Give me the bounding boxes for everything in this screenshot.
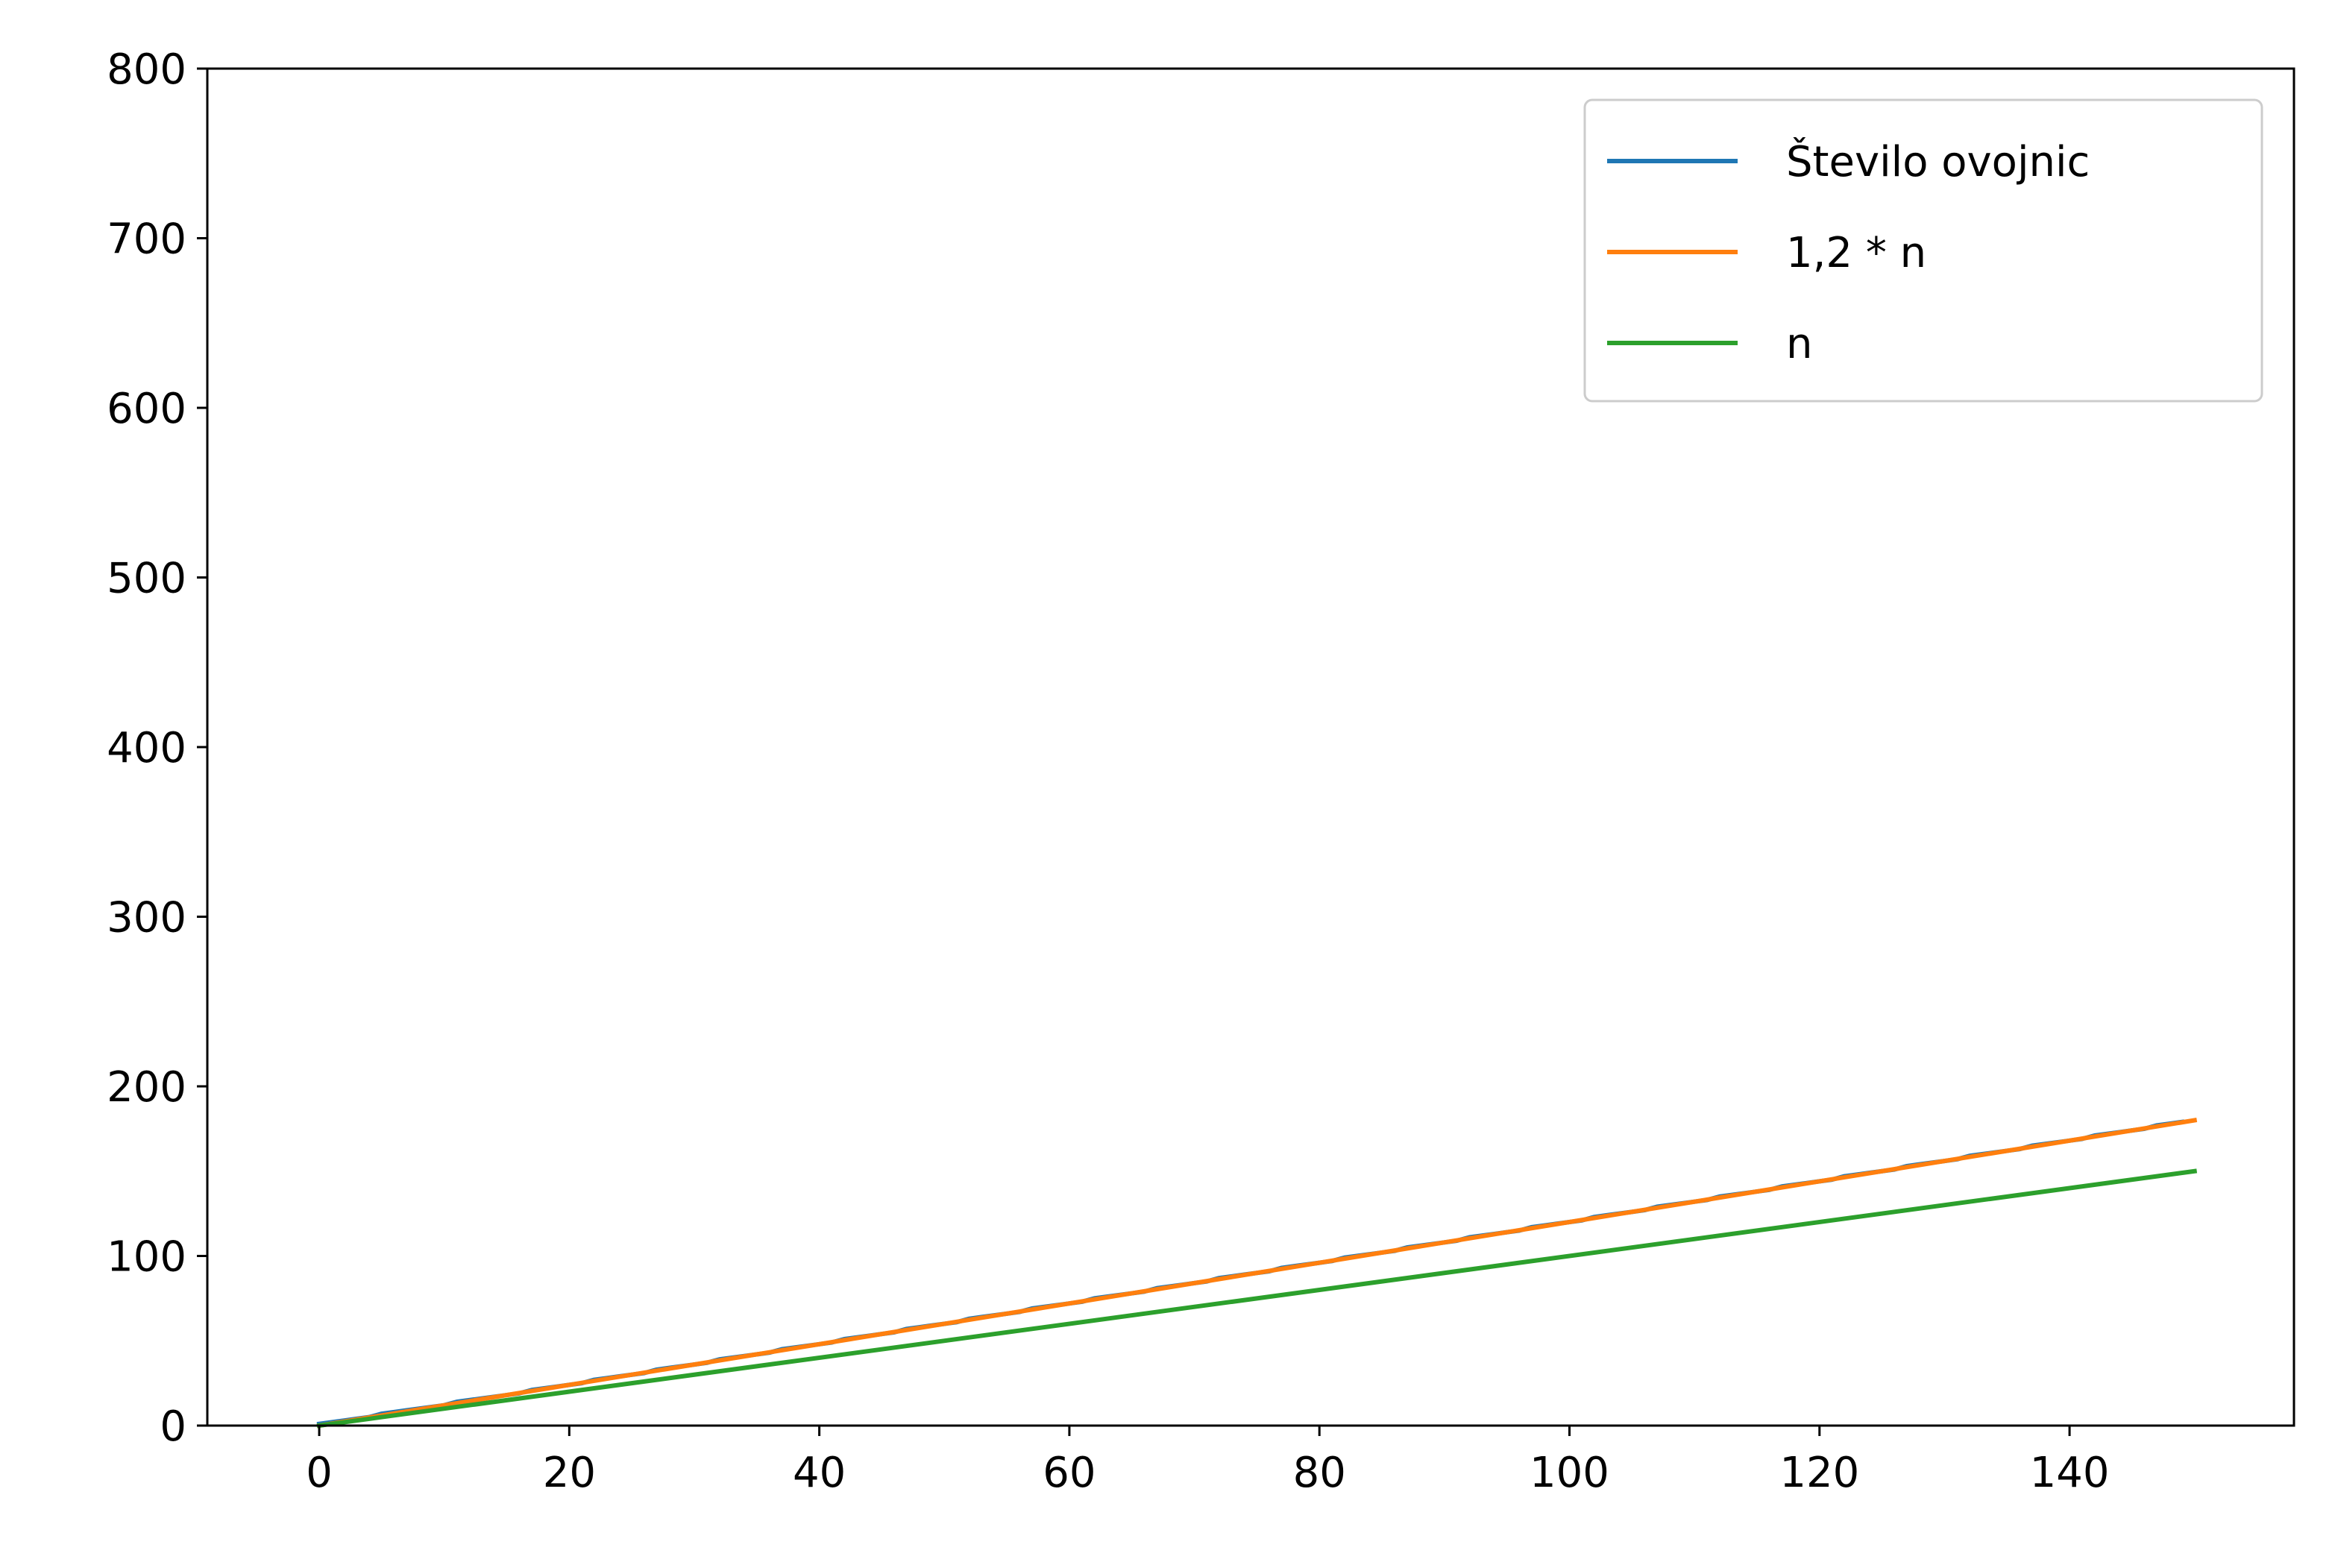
x-tick-label: 60 [1043,1449,1096,1497]
y-tick-label: 0 [160,1402,186,1451]
y-axis: 0 100 200 300 400 500 600 700 800 [107,45,207,1451]
y-tick-label: 800 [107,45,186,94]
legend-box [1583,98,2263,403]
y-tick-label: 200 [107,1063,186,1112]
x-tick-label: 100 [1530,1449,1609,1497]
y-tick-label: 600 [107,385,186,433]
plot-series [316,1118,2198,1429]
legend-label-3: n [1786,320,1813,368]
x-axis: 0 20 40 60 80 100 120 140 [306,1426,2110,1497]
legend-label-1: Število ovojnic [1786,138,2090,186]
y-tick-label: 400 [107,724,186,772]
legend-label-2: 1,2 * n [1786,229,1926,277]
legend: Število ovojnic 1,2 * n n [1583,98,2263,403]
x-tick-label: 40 [793,1449,846,1497]
x-tick-label: 0 [306,1449,333,1497]
y-tick-label: 700 [107,215,186,264]
y-tick-label: 300 [107,894,186,942]
x-tick-label: 120 [1779,1449,1859,1497]
series-line-2 [316,1118,2198,1429]
y-tick-label: 100 [107,1233,186,1282]
x-tick-label: 80 [1293,1449,1346,1497]
x-tick-label: 20 [543,1449,596,1497]
series-line-3 [316,1168,2198,1429]
y-tick-label: 500 [107,555,186,603]
x-tick-label: 140 [2030,1449,2110,1497]
